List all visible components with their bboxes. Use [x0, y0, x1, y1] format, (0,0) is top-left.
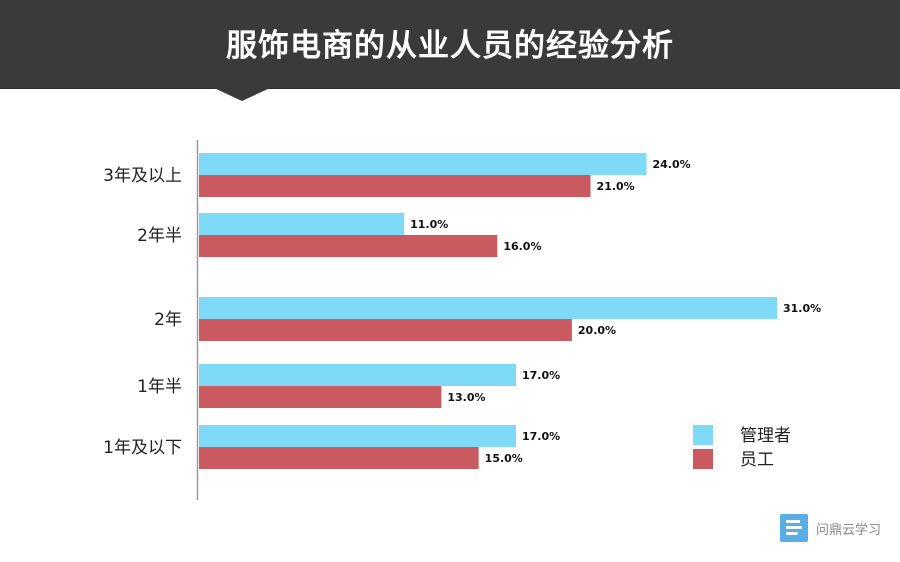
title-banner-notch [214, 88, 270, 101]
bar-staff [199, 319, 572, 341]
data-label: 17.0% [522, 369, 560, 382]
y-tick-label: 3年及以上 [103, 166, 182, 186]
data-label: 15.0% [485, 452, 523, 465]
bar-staff [199, 386, 442, 408]
data-label: 21.0% [597, 180, 635, 193]
data-label: 11.0% [410, 218, 448, 231]
brand-logo-icon [780, 514, 808, 542]
data-label: 24.0% [652, 158, 690, 171]
data-label: 20.0% [578, 324, 616, 337]
bar-staff [199, 235, 498, 257]
data-label: 31.0% [783, 302, 821, 315]
y-tick-label: 2年 [154, 310, 182, 330]
bar-manager [199, 297, 777, 319]
y-tick-label: 1年半 [137, 377, 182, 397]
legend-label-staff: 员工 [740, 450, 774, 470]
legend-swatch-manager [693, 425, 713, 445]
bar-staff [199, 175, 591, 197]
brand-name: 问鼎云学习 [816, 522, 882, 538]
brand-watermark: 问鼎云学习 [780, 514, 881, 542]
page-title: 服饰电商的从业人员的经验分析 [226, 28, 674, 64]
y-tick-label: 2年半 [137, 226, 182, 246]
legend-swatch-staff [693, 449, 713, 469]
data-label: 17.0% [522, 430, 560, 443]
bar-manager [199, 425, 516, 447]
title-banner: 服饰电商的从业人员的经验分析 [0, 0, 900, 89]
bar-manager [199, 213, 405, 235]
bar-staff [199, 447, 479, 469]
data-label: 16.0% [503, 240, 541, 253]
bar-manager [199, 364, 516, 386]
bar-manager [199, 153, 647, 175]
y-tick-label: 1年及以下 [103, 438, 182, 458]
data-label: 13.0% [447, 391, 485, 404]
legend-label-manager: 管理者 [740, 426, 791, 446]
